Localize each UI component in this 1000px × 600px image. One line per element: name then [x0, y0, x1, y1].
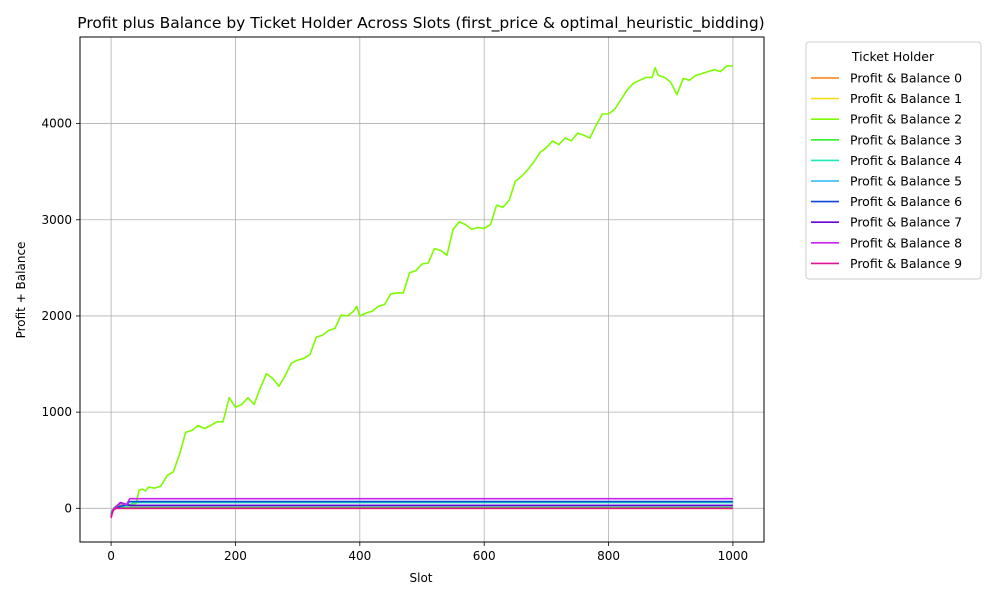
x-tick-label: 1000: [718, 549, 749, 563]
legend-entry-5: Profit & Balance 5: [850, 174, 962, 189]
x-tick-label: 800: [597, 549, 620, 563]
legend-entry-3: Profit & Balance 3: [850, 132, 962, 147]
y-tick-label: 2000: [41, 309, 72, 323]
plot-frame: [79, 36, 765, 543]
legend-entry-0: Profit & Balance 0: [850, 71, 962, 86]
x-tick-label: 200: [224, 549, 247, 563]
y-tick-label: 4000: [41, 117, 72, 131]
x-tick-label: 0: [107, 549, 115, 563]
legend-entry-6: Profit & Balance 6: [850, 194, 962, 209]
y-tick-label: 3000: [41, 213, 72, 227]
y-axis-label: Profit + Balance: [14, 242, 28, 339]
series-line-9: [110, 507, 733, 519]
y-axis-ticks: 0 1000 2000 3000 4000: [41, 117, 80, 515]
series-line-1: [110, 507, 733, 515]
series-lines: [110, 65, 733, 519]
legend-title: Ticket Holder: [851, 49, 935, 64]
legend-entry-1: Profit & Balance 1: [850, 91, 962, 106]
legend-box: [805, 41, 982, 280]
x-axis-ticks: 0 200 400 600 800 1000: [107, 542, 748, 563]
legend-entry-4: Profit & Balance 4: [850, 153, 962, 168]
x-tick-label: 400: [348, 549, 371, 563]
series-line-2: [110, 65, 733, 514]
y-tick-label: 0: [64, 501, 72, 515]
legend-entry-7: Profit & Balance 7: [850, 215, 962, 230]
legend-entry-2: Profit & Balance 2: [850, 112, 962, 127]
legend-entry-8: Profit & Balance 8: [850, 235, 962, 250]
grid: [80, 37, 764, 542]
series-line-0: [110, 507, 733, 518]
y-tick-label: 1000: [41, 405, 72, 419]
series-line-7: [110, 501, 733, 517]
x-axis-label: Slot: [410, 571, 433, 585]
x-tick-label: 600: [473, 549, 496, 563]
legend: Ticket Holder Profit & Balance 0 Profit &…: [805, 41, 982, 280]
legend-entry-9: Profit & Balance 9: [850, 256, 962, 271]
chart-title: Profit plus Balance by Ticket Holder Acr…: [77, 14, 764, 33]
